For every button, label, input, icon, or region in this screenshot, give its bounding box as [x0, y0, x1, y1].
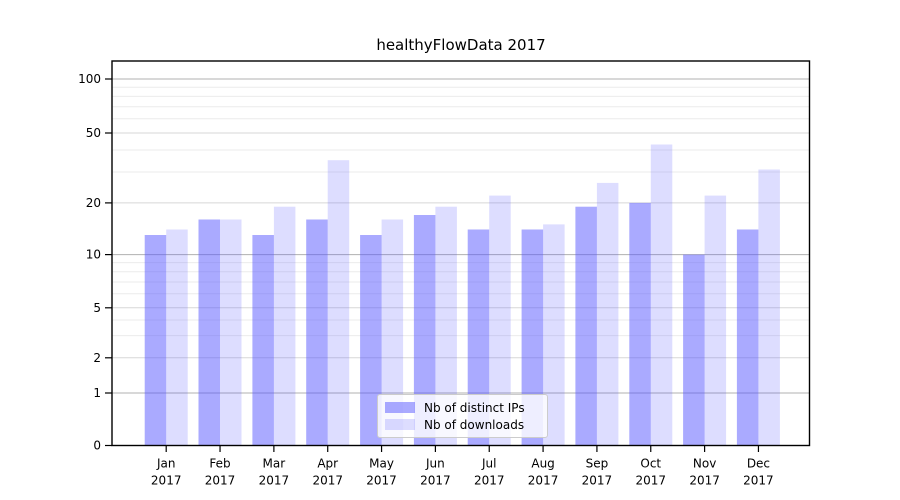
tick-label-x-year-may: 2017: [366, 474, 397, 488]
tick-label-x-year-jan: 2017: [151, 474, 182, 488]
tick-label-x-month-jun: Jun: [425, 457, 445, 471]
bar-nb-of-downloads-sep: [596, 182, 619, 446]
tick-label-y-1: 1: [93, 386, 101, 400]
axes-box: [111, 60, 811, 447]
bar-nb-of-downloads-may: [381, 219, 404, 446]
legend-swatch-distinct-ips: [385, 402, 415, 413]
tick-label-x-month-sep: Sep: [586, 457, 609, 471]
tick-label-y-100: 100: [78, 72, 101, 86]
legend-item-distinct-ips: Nb of distinct IPs: [385, 400, 538, 415]
tick-label-y-0: 0: [93, 439, 101, 453]
tick-label-y-5: 5: [93, 301, 101, 315]
tick-label-x-month-apr: Apr: [317, 457, 338, 471]
bar-nb-of-distinct-ips-jul: [467, 229, 490, 446]
legend-item-downloads: Nb of downloads: [385, 417, 538, 432]
tick-label-x-year-jul: 2017: [474, 474, 505, 488]
tick-label-y-10: 10: [86, 248, 101, 262]
tick-label-x-month-aug: Aug: [531, 457, 554, 471]
tick-label-y-2: 2: [93, 351, 101, 365]
tick-label-x-month-jul: Jul: [481, 457, 496, 471]
tick-label-x-month-dec: Dec: [747, 457, 770, 471]
bar-nb-of-distinct-ips-oct: [629, 202, 651, 446]
bar-nb-of-distinct-ips-mar: [252, 235, 274, 446]
bar-nb-of-downloads-jun: [435, 206, 457, 446]
tick-label-x-year-oct: 2017: [635, 474, 666, 488]
bar-nb-of-downloads-jan: [166, 229, 188, 446]
bar-nb-of-downloads-jul: [489, 195, 511, 446]
legend-swatch-downloads: [385, 419, 415, 430]
bar-nb-of-distinct-ips-may: [360, 235, 382, 446]
tick-label-x-month-nov: Nov: [693, 457, 716, 471]
tick-label-x-year-dec: 2017: [743, 474, 774, 488]
bar-nb-of-downloads-oct: [650, 144, 673, 446]
bar-nb-of-downloads-apr: [327, 160, 350, 446]
tick-label-x-month-mar: Mar: [263, 457, 286, 471]
tick-label-y-50: 50: [86, 126, 101, 140]
tick-label-x-year-aug: 2017: [528, 474, 559, 488]
legend-label-distinct-ips: Nb of distinct IPs: [424, 400, 525, 415]
legend: Nb of distinct IPs Nb of downloads: [377, 394, 548, 438]
bar-nb-of-distinct-ips-nov: [683, 254, 705, 446]
bar-nb-of-distinct-ips-apr: [306, 219, 328, 446]
tick-label-x-year-jun: 2017: [420, 474, 451, 488]
tick-label-x-year-apr: 2017: [312, 474, 343, 488]
tick-label-y-20: 20: [86, 196, 101, 210]
tick-label-x-year-nov: 2017: [689, 474, 720, 488]
tick-label-x-year-sep: 2017: [582, 474, 613, 488]
tick-label-x-month-may: May: [369, 457, 394, 471]
bar-nb-of-distinct-ips-feb: [198, 219, 220, 446]
bar-nb-of-distinct-ips-jan: [144, 235, 167, 446]
bar-nb-of-downloads-dec: [758, 169, 780, 446]
tick-label-x-year-mar: 2017: [259, 474, 290, 488]
bar-nb-of-distinct-ips-dec: [736, 229, 759, 446]
tick-label-x-month-jan: Jan: [156, 457, 176, 471]
bar-nb-of-distinct-ips-jun: [413, 215, 436, 446]
legend-label-downloads: Nb of downloads: [424, 417, 525, 432]
tick-label-x-month-oct: Oct: [640, 457, 661, 471]
bar-nb-of-downloads-mar: [273, 206, 296, 446]
chart-title: healthyFlowData 2017: [376, 36, 546, 54]
bar-nb-of-downloads-aug: [543, 224, 565, 446]
bar-nb-of-distinct-ips-aug: [521, 229, 544, 446]
bar-nb-of-downloads-feb: [220, 219, 242, 446]
tick-label-x-month-feb: Feb: [209, 457, 230, 471]
bar-nb-of-downloads-nov: [704, 195, 727, 446]
tick-label-x-year-feb: 2017: [205, 474, 236, 488]
bar-nb-of-distinct-ips-sep: [575, 206, 597, 446]
